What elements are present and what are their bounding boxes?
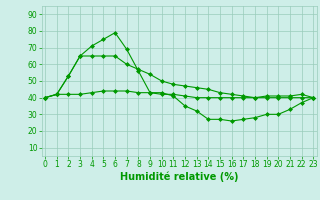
X-axis label: Humidité relative (%): Humidité relative (%) <box>120 172 238 182</box>
